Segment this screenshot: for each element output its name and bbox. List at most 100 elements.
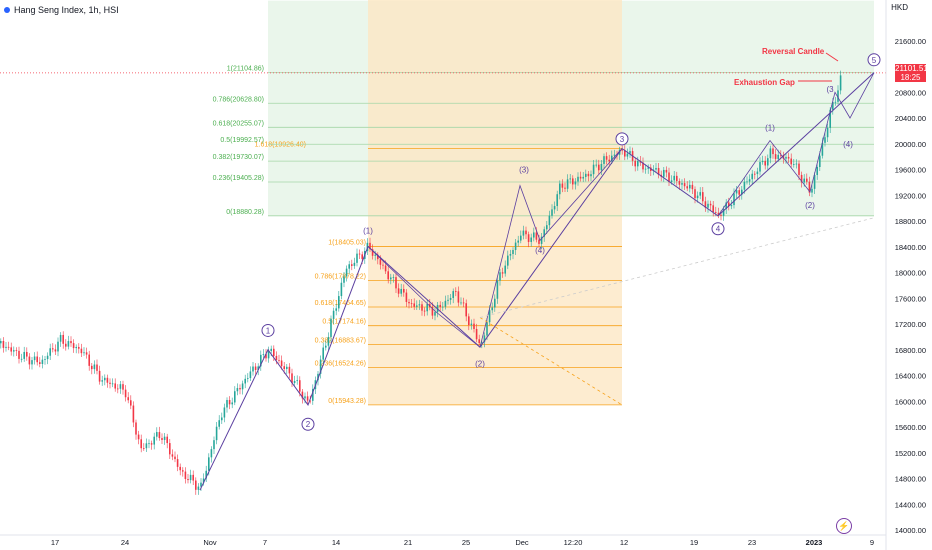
- candle-body: [663, 169, 665, 177]
- candle-body: [733, 193, 735, 206]
- candle-body: [470, 323, 473, 325]
- candle-body: [80, 348, 83, 354]
- x-tick-label: 21: [404, 538, 412, 547]
- candle-body: [769, 148, 772, 159]
- bar-countdown: 18:25: [900, 73, 921, 82]
- fib-level-label: 0.786(20628.80): [213, 96, 264, 103]
- candle-body: [23, 351, 25, 359]
- candle-body: [816, 166, 818, 175]
- y-tick-label: 19600.00: [895, 166, 926, 175]
- candle-body: [390, 277, 392, 280]
- candle-body: [405, 292, 408, 302]
- candle-body: [148, 443, 150, 445]
- candle-body: [704, 201, 707, 208]
- candle-body: [527, 234, 530, 242]
- candle-body: [444, 300, 447, 307]
- wave-label: (3): [519, 166, 529, 175]
- candle-body: [462, 302, 465, 304]
- candle-body: [491, 307, 493, 311]
- candle-body: [707, 203, 709, 208]
- projection-line: [479, 217, 875, 318]
- candle-body: [369, 242, 371, 250]
- candle-body: [101, 380, 103, 382]
- candle-body: [5, 346, 7, 348]
- candle-body: [600, 163, 603, 171]
- fib-level-label: 0.382(16883.67): [315, 337, 366, 344]
- candle-body: [85, 352, 88, 355]
- candle-body: [387, 271, 389, 280]
- candle-body: [533, 232, 535, 238]
- candle-body: [114, 383, 116, 389]
- candle-body: [10, 347, 12, 352]
- x-tick-label: 25: [462, 538, 470, 547]
- x-tick-label: 23: [748, 538, 756, 547]
- candle-body: [787, 156, 790, 159]
- candle-body: [780, 154, 782, 156]
- candle-body: [551, 209, 553, 216]
- candle-body: [670, 180, 673, 183]
- candle-body: [28, 356, 31, 365]
- candle-body: [18, 350, 20, 359]
- candle-body: [202, 478, 205, 483]
- candle-body: [117, 388, 119, 390]
- candle-body: [577, 176, 579, 182]
- fib-level-label: 0.618(17464.65): [315, 300, 366, 307]
- y-tick-label: 16800.00: [895, 346, 926, 355]
- sub-wave-path: [717, 72, 875, 217]
- x-tick-label: 19: [690, 538, 698, 547]
- candle-body: [426, 304, 428, 312]
- candle-body: [829, 109, 831, 128]
- candle-body: [96, 364, 98, 371]
- lightning-icon[interactable]: ⚡: [836, 518, 852, 534]
- candle-body: [621, 149, 623, 151]
- candle-body: [309, 400, 311, 402]
- candle-body: [806, 178, 808, 182]
- candle-body: [322, 347, 324, 360]
- candle-body: [790, 158, 792, 165]
- candle-body: [135, 422, 137, 435]
- wave-label-circle: [867, 53, 881, 67]
- candle-body: [374, 254, 376, 256]
- candle-body: [179, 466, 181, 471]
- candle-body: [293, 380, 296, 383]
- candle-body: [306, 396, 309, 401]
- x-tick-label: 24: [121, 538, 129, 547]
- wave-label: (3: [826, 85, 834, 94]
- candle-body: [735, 190, 738, 194]
- candle-body: [137, 434, 140, 440]
- candle-body: [267, 351, 270, 359]
- candle-body: [280, 360, 283, 367]
- candle-body: [127, 397, 129, 401]
- candle-body: [296, 380, 298, 382]
- y-tick-label: 15200.00: [895, 449, 926, 458]
- candle-body: [712, 205, 714, 212]
- candle-body: [473, 323, 475, 329]
- wave-label-circle: [711, 222, 725, 236]
- candle-body: [249, 371, 252, 379]
- candle-body: [546, 225, 548, 230]
- candle-body: [811, 188, 813, 193]
- candle-body: [273, 348, 275, 356]
- fib-level-label: 0.618(20255.07): [213, 120, 264, 127]
- candle-body: [559, 183, 561, 195]
- candle-body: [725, 202, 727, 210]
- fib-level-label: 0.5(17174.16): [322, 319, 366, 326]
- candle-body: [564, 187, 566, 189]
- candle-body: [382, 264, 384, 266]
- candle-body: [418, 304, 421, 306]
- candle-body: [205, 470, 207, 479]
- candle-body: [442, 306, 444, 308]
- candle-body: [158, 432, 161, 439]
- candle-body: [244, 378, 246, 384]
- candle-body: [629, 151, 631, 154]
- candle-body: [192, 474, 194, 481]
- candle-body: [774, 154, 777, 159]
- candle-body: [13, 350, 15, 352]
- candle-body: [647, 167, 649, 169]
- candle-body: [509, 254, 512, 256]
- candle-body: [291, 373, 293, 383]
- candle-body: [403, 288, 405, 293]
- wave-label: 2: [306, 420, 311, 429]
